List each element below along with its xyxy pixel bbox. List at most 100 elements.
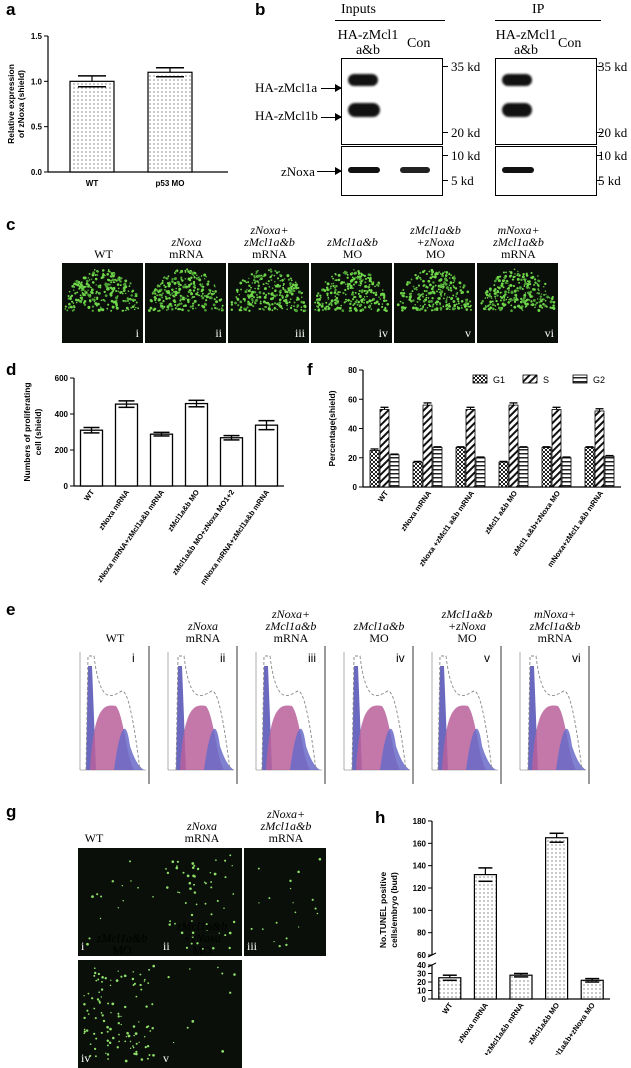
brdu-dot xyxy=(282,284,285,287)
tunel-dot xyxy=(186,1026,189,1029)
brdu-dot xyxy=(510,309,513,313)
brdu-dot xyxy=(207,280,210,283)
brdu-dot xyxy=(368,283,371,286)
embryo-image: vi xyxy=(477,263,558,343)
brdu-dot xyxy=(257,282,260,284)
brdu-dot xyxy=(279,280,281,282)
brdu-dot xyxy=(246,288,248,291)
brdu-dot xyxy=(340,304,343,307)
brdu-dot xyxy=(529,295,533,298)
brdu-dot xyxy=(370,302,373,305)
tunel-dot xyxy=(215,859,217,862)
brdu-dot xyxy=(494,304,497,307)
brdu-dot xyxy=(189,270,192,273)
tunel-dot xyxy=(193,883,196,886)
brdu-dot xyxy=(435,300,439,304)
brdu-dot xyxy=(172,290,175,293)
brdu-dot xyxy=(203,278,206,280)
brdu-dot xyxy=(442,297,445,300)
blot-inputs-lower xyxy=(341,146,443,196)
tunel-dot xyxy=(146,1057,149,1060)
tunel-dot xyxy=(229,854,232,857)
brdu-dot xyxy=(430,309,434,312)
brdu-dot xyxy=(99,284,102,287)
brdu-dot xyxy=(120,277,123,280)
condition-label: mNoxa+ zMcl1a&b mRNA xyxy=(516,608,594,644)
tunel-dot xyxy=(135,1050,138,1053)
tunel-dot xyxy=(196,942,199,945)
y-axis-label-1: No.TUNEL positive xyxy=(378,872,388,949)
bar xyxy=(584,447,595,488)
brdu-dot xyxy=(251,301,254,304)
flow-histogram: iv xyxy=(343,646,414,784)
brdu-dot xyxy=(494,298,497,300)
brdu-dot xyxy=(318,303,322,307)
brdu-dot xyxy=(69,305,73,309)
brdu-dot xyxy=(124,292,127,295)
brdu-dot xyxy=(330,282,333,285)
tunel-dot xyxy=(289,887,292,890)
brdu-dot xyxy=(448,277,451,279)
brdu-dot xyxy=(342,281,346,284)
condition-label-line: zMcl1a&b xyxy=(493,235,544,249)
brdu-dot xyxy=(492,307,495,311)
brdu-dot xyxy=(195,277,199,280)
brdu-dot xyxy=(330,285,332,288)
brdu-dot xyxy=(486,291,489,294)
tunel-dot xyxy=(193,891,197,894)
legend-label: S xyxy=(543,375,549,385)
condition-label-line: +zNoxa xyxy=(447,619,487,633)
tunel-dot xyxy=(115,979,119,982)
brdu-dot xyxy=(85,282,89,286)
tunel-dot xyxy=(111,1002,115,1006)
brdu-dot xyxy=(252,304,255,308)
y-tick-label: 0 xyxy=(64,482,69,491)
tunel-dot xyxy=(224,934,227,937)
brdu-dot xyxy=(447,288,450,291)
brdu-dot xyxy=(181,298,183,301)
tunel-dot xyxy=(191,1020,195,1023)
y-tick-label: 0.5 xyxy=(31,123,43,132)
brdu-dot xyxy=(296,304,300,307)
condition-label-line: mRNA xyxy=(252,247,287,261)
brdu-dot xyxy=(251,282,254,284)
brdu-dot xyxy=(419,294,422,297)
brdu-dot xyxy=(416,297,420,300)
tunel-dot xyxy=(110,1012,112,1014)
brdu-dot xyxy=(73,305,76,309)
brdu-dot xyxy=(127,308,130,311)
brdu-dot xyxy=(268,285,271,288)
tunel-dot xyxy=(228,931,232,935)
tunel-dot xyxy=(87,1013,90,1015)
condition-label-line: +zNoxa xyxy=(416,235,455,249)
x-tick-label: WT xyxy=(86,179,99,188)
brdu-dot xyxy=(514,275,516,278)
brdu-dot xyxy=(495,299,498,303)
brdu-dot xyxy=(453,275,456,277)
brdu-dot xyxy=(410,300,413,303)
tunel-dot xyxy=(123,974,127,978)
brdu-dot xyxy=(493,292,497,295)
brdu-dot xyxy=(327,298,330,300)
brdu-dot xyxy=(460,299,464,303)
brdu-dot xyxy=(526,284,529,288)
brdu-dot xyxy=(529,290,533,294)
brdu-dot xyxy=(504,290,507,294)
brdu-dot xyxy=(485,308,487,311)
brdu-dot xyxy=(445,300,448,303)
condition-label-line: mRNA xyxy=(273,631,309,645)
brdu-dot xyxy=(367,276,370,279)
tunel-dot xyxy=(152,964,156,968)
brdu-dot xyxy=(255,293,258,296)
brdu-dot xyxy=(79,282,81,285)
tunel-dot xyxy=(109,984,112,987)
brdu-dot xyxy=(378,296,380,298)
brdu-dot xyxy=(87,284,91,287)
brdu-dot xyxy=(162,299,165,303)
brdu-dot xyxy=(441,286,444,289)
brdu-dot xyxy=(345,298,347,301)
brdu-dot xyxy=(377,302,381,306)
brdu-dot xyxy=(90,288,94,292)
y-tick-label: 160 xyxy=(413,839,427,848)
brdu-dot xyxy=(133,308,136,311)
